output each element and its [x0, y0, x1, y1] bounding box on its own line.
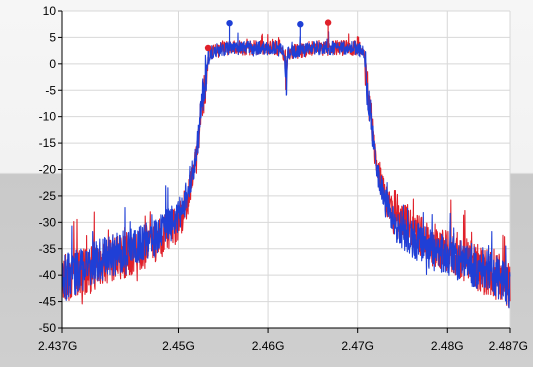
peak-markers: [204, 19, 332, 52]
series-line: [61, 31, 511, 309]
x-tick-labels: 2.437G 2.45G 2.46G 2.47G 2.48G 2.487G: [38, 339, 528, 353]
series-group: [61, 31, 511, 309]
y-tick-label: -50: [39, 321, 57, 335]
peak-marker: [324, 19, 332, 26]
y-tick-label: -5: [45, 83, 56, 97]
y-tick-label: -10: [39, 110, 57, 124]
y-tick-label: 0: [49, 57, 56, 71]
x-tick-label: 2.487G: [489, 339, 528, 353]
x-tick-label: 2.47G: [341, 339, 374, 353]
y-tick-label: -15: [39, 136, 57, 150]
x-tick-label: 2.45G: [162, 339, 195, 353]
y-tick-label: -35: [39, 242, 57, 256]
y-tick-label: -25: [39, 189, 57, 203]
y-tick-label: -30: [39, 215, 57, 229]
y-tick-label: 10: [43, 4, 57, 18]
x-tick-label: 2.46G: [252, 339, 285, 353]
axes: [58, 10, 511, 333]
y-tick-labels: 10 5 0 -5 -10 -15 -20 -25 -30 -35 -40 -45 -50: [39, 4, 57, 335]
peak-marker: [226, 19, 233, 27]
y-tick-label: -20: [39, 163, 57, 177]
y-tick-label: 5: [49, 30, 56, 44]
x-tick-label: 2.48G: [431, 339, 464, 353]
y-tick-label: -40: [39, 268, 57, 282]
peak-marker: [297, 21, 304, 28]
y-tick-label: -45: [39, 295, 57, 309]
peak-marker: [204, 44, 212, 52]
x-tick-label: 2.437G: [38, 339, 77, 353]
